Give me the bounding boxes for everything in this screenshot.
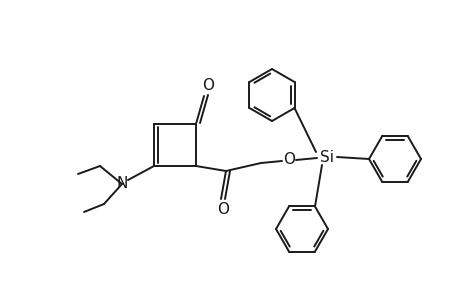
Text: O: O xyxy=(202,77,213,92)
Text: O: O xyxy=(282,152,294,167)
Text: Si: Si xyxy=(319,149,333,164)
Text: N: N xyxy=(116,176,128,191)
Text: O: O xyxy=(217,202,229,217)
